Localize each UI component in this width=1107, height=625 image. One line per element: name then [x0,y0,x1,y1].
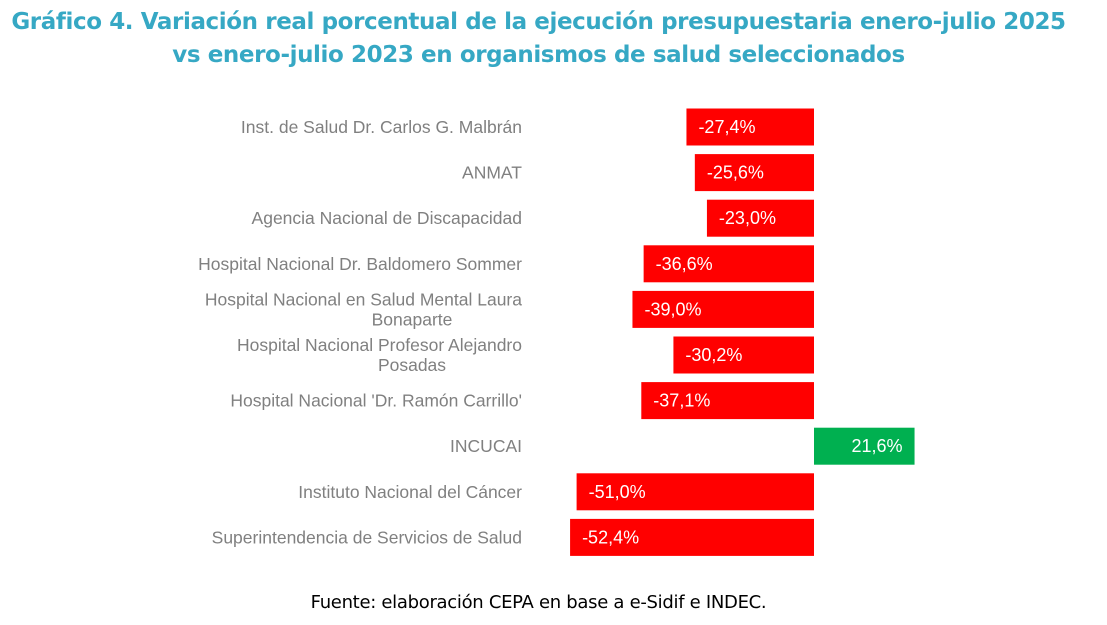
category-label: INCUCAI [450,436,522,456]
bar [706,199,814,237]
bar [814,427,915,465]
data-label: -39,0% [644,299,701,319]
data-label: -51,0% [589,482,646,502]
data-label: -52,4% [582,527,639,547]
category-label: Inst. de Salud Dr. Carlos G. Malbrán [241,117,522,137]
category-label: Hospital Nacional Dr. Baldomero Sommer [198,254,522,274]
bar [673,336,814,374]
category-label: ANMAT [462,163,522,183]
bar [694,154,814,192]
data-label: -25,6% [707,163,764,183]
bar [641,382,814,420]
chart-title: Gráfico 4. Variación real porcentual de … [0,6,1077,72]
bar [570,518,814,556]
category-label: Superintendencia de Servicios de Salud [212,527,522,547]
chart-title-line-1: Gráfico 4. Variación real porcentual de … [11,9,1066,35]
data-label: -30,2% [685,345,742,365]
data-label: -23,0% [719,208,776,228]
category-label: Hospital Nacional Profesor Alejandro Posa… [237,335,522,375]
category-label: Agencia Nacional de Discapacidad [252,208,522,228]
bar [632,290,814,328]
bar [643,245,814,283]
data-label: -27,4% [698,117,755,137]
bar [576,473,814,511]
data-label: 21,6% [852,436,903,456]
data-label: -37,1% [653,391,710,411]
category-label: Hospital Nacional en Salud Mental Laura B… [205,289,522,329]
bar [686,108,814,146]
source-note: Fuente: elaboración CEPA en base a e-Sid… [310,592,767,613]
data-label: -36,6% [656,254,713,274]
chart-title-line-2: vs enero-julio 2023 en organismos de sal… [172,42,905,68]
category-label: Instituto Nacional del Cáncer [298,482,522,502]
category-label: Hospital Nacional 'Dr. Ramón Carrillo' [230,391,522,411]
